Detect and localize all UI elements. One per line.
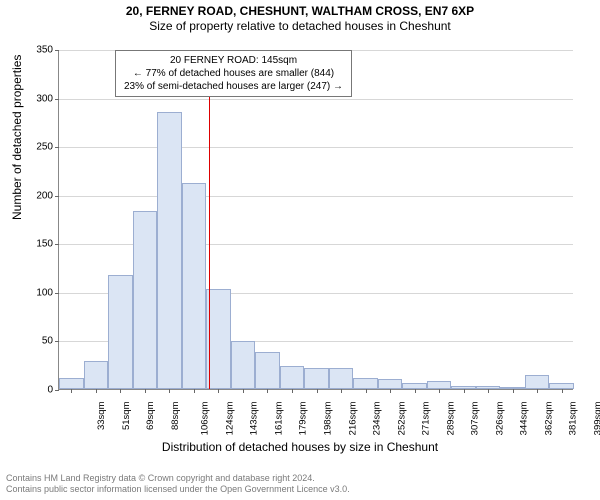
footer-line2: Contains public sector information licen… (6, 484, 350, 496)
histogram-bar (157, 112, 182, 389)
x-tick-label: 362sqm (543, 402, 554, 436)
x-tick-label: 69sqm (145, 402, 156, 431)
histogram-bar (329, 368, 354, 389)
y-tick-mark (55, 293, 59, 294)
x-tick-mark (415, 389, 416, 393)
x-tick-label: 271sqm (420, 402, 431, 436)
x-tick-label: 124sqm (224, 402, 235, 436)
x-tick-mark (464, 389, 465, 393)
footer-line1: Contains HM Land Registry data © Crown c… (6, 473, 350, 485)
annotation-line3: 23% of semi-detached houses are larger (… (124, 80, 343, 93)
x-tick-mark (562, 389, 563, 393)
x-tick-mark (267, 389, 268, 393)
x-tick-label: 216sqm (347, 402, 358, 436)
histogram-bar (427, 381, 452, 389)
x-tick-mark (537, 389, 538, 393)
title-sub: Size of property relative to detached ho… (0, 19, 600, 33)
grid-line (59, 99, 573, 100)
y-tick-mark (55, 99, 59, 100)
x-tick-label: 51sqm (121, 402, 132, 431)
x-tick-mark (71, 389, 72, 393)
y-tick-mark (55, 341, 59, 342)
x-axis-label: Distribution of detached houses by size … (0, 440, 600, 454)
x-tick-mark (169, 389, 170, 393)
histogram-bar (84, 361, 109, 389)
x-tick-mark (390, 389, 391, 393)
histogram-bar (231, 341, 256, 389)
y-tick-label: 200 (23, 190, 53, 201)
x-tick-mark (513, 389, 514, 393)
histogram-bar (108, 275, 133, 389)
histogram-chart: 05010015020025030035033sqm51sqm69sqm88sq… (58, 50, 573, 390)
x-tick-mark (292, 389, 293, 393)
x-tick-mark (488, 389, 489, 393)
x-tick-label: 179sqm (298, 402, 309, 436)
x-tick-label: 326sqm (494, 402, 505, 436)
histogram-bar (378, 379, 403, 389)
histogram-bar (133, 211, 158, 389)
histogram-bar (280, 366, 305, 389)
grid-line (59, 147, 573, 148)
histogram-bar (353, 378, 378, 389)
y-tick-mark (55, 50, 59, 51)
y-tick-mark (55, 147, 59, 148)
x-tick-label: 234sqm (371, 402, 382, 436)
x-tick-mark (120, 389, 121, 393)
x-tick-label: 344sqm (518, 402, 529, 436)
y-tick-mark (55, 390, 59, 391)
x-tick-mark (145, 389, 146, 393)
histogram-bar (304, 368, 329, 389)
y-tick-label: 0 (23, 385, 53, 396)
x-tick-mark (317, 389, 318, 393)
x-tick-mark (366, 389, 367, 393)
reference-line (209, 50, 211, 389)
y-tick-mark (55, 244, 59, 245)
x-tick-label: 381sqm (568, 402, 579, 436)
x-tick-label: 307sqm (469, 402, 480, 436)
x-tick-label: 289sqm (445, 402, 456, 436)
x-tick-mark (439, 389, 440, 393)
y-tick-label: 300 (23, 93, 53, 104)
x-tick-label: 161sqm (273, 402, 284, 436)
histogram-bar (59, 378, 84, 389)
x-tick-label: 88sqm (170, 402, 181, 431)
x-tick-label: 106sqm (200, 402, 211, 436)
annotation-line2: ← 77% of detached houses are smaller (84… (124, 67, 343, 80)
annotation-box: 20 FERNEY ROAD: 145sqm ← 77% of detached… (115, 50, 352, 97)
grid-line (59, 196, 573, 197)
annotation-line1: 20 FERNEY ROAD: 145sqm (124, 54, 343, 67)
title-main: 20, FERNEY ROAD, CHESHUNT, WALTHAM CROSS… (0, 4, 600, 18)
y-tick-label: 100 (23, 287, 53, 298)
x-tick-label: 399sqm (592, 402, 600, 436)
y-tick-label: 250 (23, 142, 53, 153)
y-tick-mark (55, 196, 59, 197)
histogram-bar (525, 375, 550, 389)
x-tick-mark (341, 389, 342, 393)
x-tick-label: 33sqm (96, 402, 107, 431)
histogram-bar (255, 352, 280, 389)
x-tick-label: 198sqm (322, 402, 333, 436)
x-tick-mark (218, 389, 219, 393)
x-tick-mark (96, 389, 97, 393)
x-tick-label: 252sqm (396, 402, 407, 436)
histogram-bar (182, 183, 207, 389)
y-tick-label: 50 (23, 336, 53, 347)
x-tick-mark (194, 389, 195, 393)
y-tick-label: 150 (23, 239, 53, 250)
x-tick-mark (243, 389, 244, 393)
footer-credits: Contains HM Land Registry data © Crown c… (6, 473, 350, 496)
y-tick-label: 350 (23, 45, 53, 56)
chart-titles: 20, FERNEY ROAD, CHESHUNT, WALTHAM CROSS… (0, 0, 600, 33)
plot-area (58, 50, 573, 390)
y-axis-label: Number of detached properties (10, 55, 24, 220)
x-tick-label: 143sqm (249, 402, 260, 436)
